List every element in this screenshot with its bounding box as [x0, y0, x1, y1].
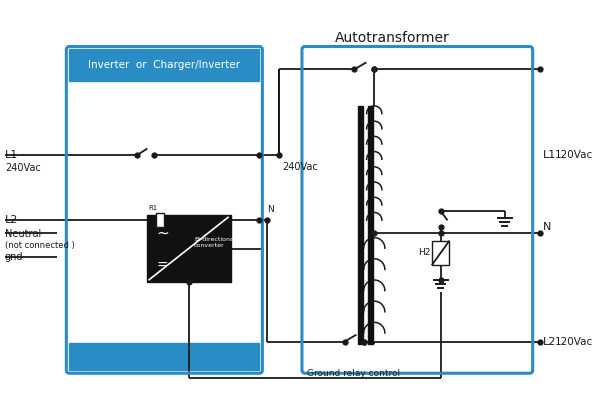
- Text: L1: L1: [5, 150, 18, 160]
- Text: 240Vac: 240Vac: [282, 162, 318, 172]
- Text: N: N: [542, 222, 551, 232]
- Text: R1: R1: [149, 205, 158, 211]
- Text: Neutral: Neutral: [5, 229, 41, 239]
- Text: L1: L1: [542, 150, 556, 160]
- Bar: [146, 215, 230, 282]
- Text: gnd: gnd: [5, 252, 23, 262]
- Text: (not connected ): (not connected ): [5, 241, 75, 250]
- Text: Inverter  or  Charger/Inverter: Inverter or Charger/Inverter: [88, 60, 241, 70]
- Text: Bi-directional
converter: Bi-directional converter: [194, 237, 236, 248]
- Bar: [358, 106, 364, 343]
- Text: Autotransformer: Autotransformer: [335, 31, 449, 45]
- Text: N: N: [268, 205, 274, 215]
- Text: L2: L2: [542, 337, 556, 347]
- Text: 240Vac: 240Vac: [5, 163, 41, 173]
- Text: Ground relay control: Ground relay control: [307, 369, 400, 378]
- Text: H2: H2: [418, 248, 430, 258]
- Text: ~: ~: [156, 225, 169, 240]
- Text: 120Vac: 120Vac: [554, 150, 593, 160]
- Bar: [157, 213, 164, 227]
- Text: =: =: [157, 259, 168, 273]
- Text: L2: L2: [5, 215, 19, 225]
- Bar: [368, 106, 373, 343]
- Bar: [431, 240, 449, 265]
- Bar: [70, 343, 259, 370]
- Bar: [70, 49, 259, 81]
- Text: 120Vac: 120Vac: [554, 337, 593, 347]
